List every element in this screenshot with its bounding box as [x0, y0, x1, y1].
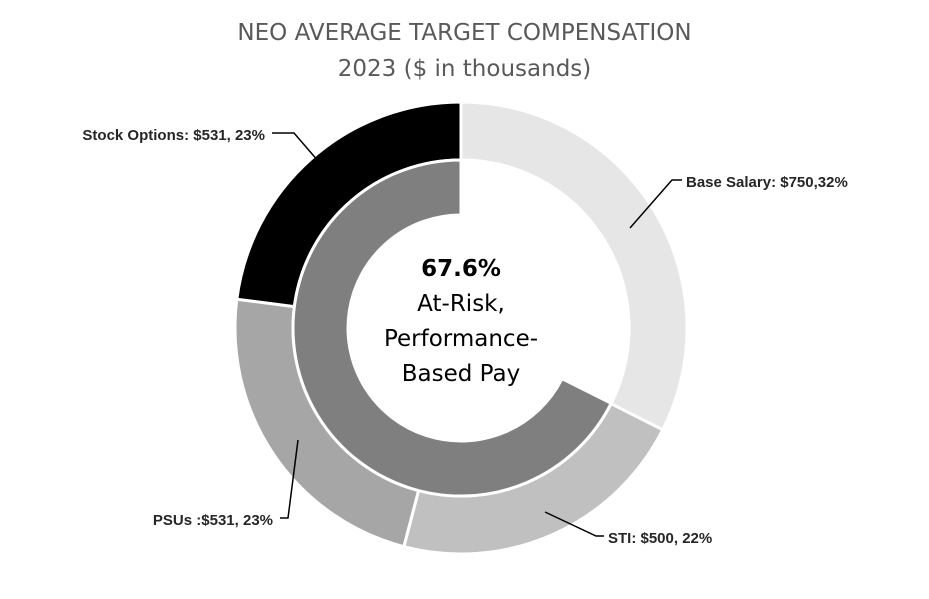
- slice-label-sti: STI: $500, 22%: [608, 530, 712, 547]
- slice-labels: Base Salary: $750,32% STI: $500, 22% PSUs …: [82, 127, 847, 547]
- center-label-line2: Performance-: [383, 326, 539, 352]
- leader-line-stock-options: [272, 132, 320, 163]
- leader-line-base-salary: [629, 179, 682, 229]
- inner-slice-fixed-pay: [459, 158, 631, 406]
- inner-slice-at-risk-pay: [291, 158, 614, 498]
- inner-ring: [291, 158, 631, 498]
- chart-title: NEO AVERAGE TARGET COMPENSATION: [237, 20, 692, 46]
- center-label-line1: At-Risk,: [417, 291, 505, 317]
- leader-lines: [272, 132, 682, 537]
- chart-subtitle: 2023 ($ in thousands): [337, 56, 592, 82]
- slice-label-psus: PSUs :$531, 23%: [153, 512, 273, 529]
- slice-label-base-salary: Base Salary: $750,32%: [686, 174, 848, 191]
- leader-line-sti: [544, 511, 604, 537]
- leader-line-psus: [280, 439, 299, 519]
- center-value: 67.6%: [421, 256, 501, 282]
- center-label-line3: Based Pay: [401, 361, 521, 387]
- slice-label-stock-options: Stock Options: $531, 23%: [82, 127, 265, 144]
